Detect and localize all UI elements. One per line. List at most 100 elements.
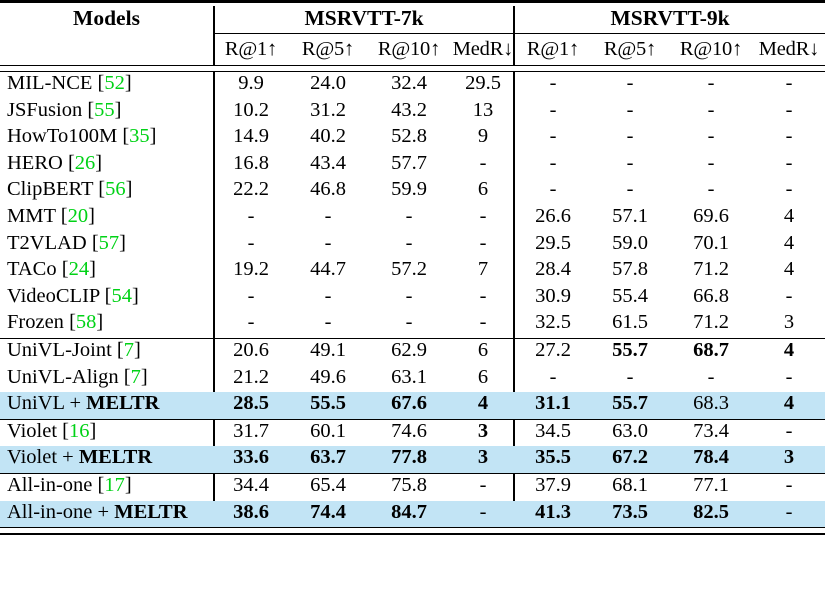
- cell-msrvtt7k-r5: 44.7: [310, 258, 346, 281]
- subheader-msrvtt7k-r10: R@10↑: [377, 38, 441, 60]
- subheader-models-blank: [0, 34, 213, 66]
- citation-bracket-open: [: [98, 178, 106, 201]
- citation-ref: 52: [104, 72, 125, 94]
- citation-bracket-close: ]: [124, 72, 132, 94]
- column-separator-models-lower: [213, 71, 215, 528]
- table-row: JSFusion [55] 10.2 31.2 43.2 13 - - - -: [0, 99, 825, 126]
- table-row: T2VLAD [57] - - - - 29.5 59.0 70.1 4: [0, 232, 825, 259]
- row-model-name: TACo [24]: [0, 258, 213, 285]
- cell-msrvtt9k-r1: 28.4: [535, 258, 571, 281]
- header-group-msrvtt9k: MSRVTT-9k: [610, 5, 730, 30]
- column-separator-models: [213, 6, 215, 65]
- citation-ref: 7: [123, 338, 134, 361]
- cell-msrvtt9k-r5: -: [626, 98, 634, 121]
- cell-msrvtt9k-r10: 69.6: [693, 204, 729, 227]
- model-label: MIL-NCE: [7, 72, 93, 94]
- table-row: MIL-NCE [52] 9.9 24.0 32.4 29.5 - - - -: [0, 72, 825, 99]
- cell-msrvtt9k-medr: 3: [783, 311, 795, 334]
- citation-bracket-open: [: [61, 258, 69, 281]
- cell-msrvtt7k-r10: 43.2: [391, 98, 427, 121]
- cell-msrvtt7k-r5: -: [324, 284, 332, 307]
- header-group-msrvtt7k: MSRVTT-7k: [304, 5, 424, 30]
- cell-msrvtt7k-r1: 38.6: [213, 500, 289, 528]
- row-model-name: Violet [16]: [0, 420, 213, 447]
- cell-msrvtt9k-r5: -: [626, 72, 634, 94]
- model-label: MMT: [7, 204, 56, 227]
- subheader-msrvtt7k-medr: MedR↓: [452, 38, 514, 60]
- cell-msrvtt9k-r10: -: [707, 365, 715, 388]
- cell-msrvtt7k-r5: 74.4: [289, 500, 367, 528]
- cell-msrvtt9k-r1: 37.9: [535, 473, 571, 496]
- cell-msrvtt7k-medr: 13: [472, 98, 494, 121]
- model-label-method: MELTR: [114, 500, 188, 523]
- cell-msrvtt9k-r1: 27.2: [535, 338, 571, 361]
- group-underline-msrvtt9k: [515, 33, 825, 34]
- subheader-msrvtt7k-r5: R@5↑: [301, 38, 355, 60]
- model-label: VideoCLIP: [7, 284, 100, 307]
- subheader-msrvtt9k-r5: R@5↑: [603, 38, 657, 60]
- model-label: UniVL-Align: [7, 365, 119, 388]
- table-row: HERO [26] 16.8 43.4 57.7 - - - - -: [0, 152, 825, 179]
- model-label: JSFusion: [7, 98, 83, 121]
- citation-bracket-open: [: [69, 311, 76, 334]
- cell-msrvtt7k-medr: 4: [451, 392, 515, 420]
- block-separator-rule: [0, 338, 825, 339]
- citation-bracket-open: [: [67, 151, 75, 174]
- citation-ref: 17: [104, 473, 125, 496]
- model-label: ClipBERT: [7, 178, 94, 201]
- cell-msrvtt9k-medr: -: [785, 72, 793, 94]
- cell-msrvtt9k-r10: 66.8: [693, 284, 729, 307]
- cell-msrvtt7k-r1: 33.6: [213, 446, 289, 474]
- row-model-name: ClipBERT [56]: [0, 178, 213, 205]
- cell-msrvtt7k-r10: 32.4: [391, 72, 427, 94]
- model-label: All-in-one +: [7, 500, 115, 523]
- model-label-method: MELTR: [86, 392, 160, 415]
- rule-line: [0, 473, 825, 474]
- citation-bracket-close: ]: [133, 338, 141, 361]
- cell-msrvtt9k-medr: 4: [783, 338, 795, 361]
- table-row: UniVL + MELTR 28.5 55.5 67.6 4 31.1 55.7 68.3 4: [0, 392, 825, 420]
- subheader-msrvtt9k-r1: R@1↑: [526, 38, 580, 60]
- citation-bracket-close: ]: [140, 365, 148, 388]
- table-subheader-row: R@1↑ R@5↑ R@10↑ MedR↓ R@1↑ R@5↑ R@10↑ MedR↓: [0, 34, 825, 66]
- row-model-name: MMT [20]: [0, 205, 213, 232]
- cell-msrvtt9k-r1: -: [549, 125, 557, 148]
- cell-msrvtt7k-r10: 62.9: [391, 338, 427, 361]
- citation-ref: 16: [68, 419, 90, 442]
- cell-msrvtt9k-r5: 55.7: [591, 392, 669, 420]
- cell-msrvtt7k-r5: 40.2: [310, 125, 346, 148]
- row-model-name: T2VLAD [57]: [0, 232, 213, 259]
- table-bottom-rule: [0, 527, 825, 536]
- table-row: TACo [24] 19.2 44.7 57.2 7 28.4 57.8 71.2 4: [0, 258, 825, 285]
- cell-msrvtt7k-medr: 6: [477, 178, 489, 201]
- table-row: Frozen [58] - - - - 32.5 61.5 71.2 3: [0, 311, 825, 338]
- column-separator-groups-lower: [513, 71, 515, 528]
- cell-msrvtt9k-medr: -: [785, 284, 793, 307]
- citation-bracket-close: ]: [96, 311, 104, 334]
- citation-bracket-open: [: [62, 419, 69, 442]
- cell-msrvtt7k-r1: 21.2: [233, 365, 269, 388]
- model-label: T2VLAD: [7, 231, 87, 254]
- column-separator-groups: [513, 6, 515, 65]
- table-row: UniVL-Align [7] 21.2 49.6 63.1 6 - - - -: [0, 366, 825, 393]
- cell-msrvtt7k-r1: 16.8: [233, 151, 269, 174]
- citation-bracket-close: ]: [89, 419, 97, 442]
- subheader-msrvtt9k-medr: MedR↓: [758, 38, 820, 60]
- cell-msrvtt7k-medr: -: [479, 204, 487, 227]
- group-underline-row: [0, 33, 825, 34]
- citation-bracket-close: ]: [119, 231, 126, 254]
- cell-msrvtt9k-medr: 4: [783, 231, 795, 254]
- table-row: MMT [20] - - - - 26.6 57.1 69.6 4: [0, 205, 825, 232]
- citation-ref: 35: [129, 125, 150, 148]
- cell-msrvtt7k-r1: -: [247, 204, 255, 227]
- cell-msrvtt7k-medr: 9: [477, 125, 489, 148]
- cell-msrvtt7k-r1: 22.2: [233, 178, 269, 201]
- cell-msrvtt7k-r1: -: [247, 311, 255, 334]
- table-top-rule: [0, 0, 825, 4]
- cell-msrvtt7k-r5: -: [324, 204, 332, 227]
- block-separator-rule: [0, 473, 825, 474]
- cell-msrvtt7k-r10: 74.6: [391, 419, 427, 442]
- table-row: VideoCLIP [54] - - - - 30.9 55.4 66.8 -: [0, 285, 825, 312]
- citation-bracket-open: [: [123, 365, 131, 388]
